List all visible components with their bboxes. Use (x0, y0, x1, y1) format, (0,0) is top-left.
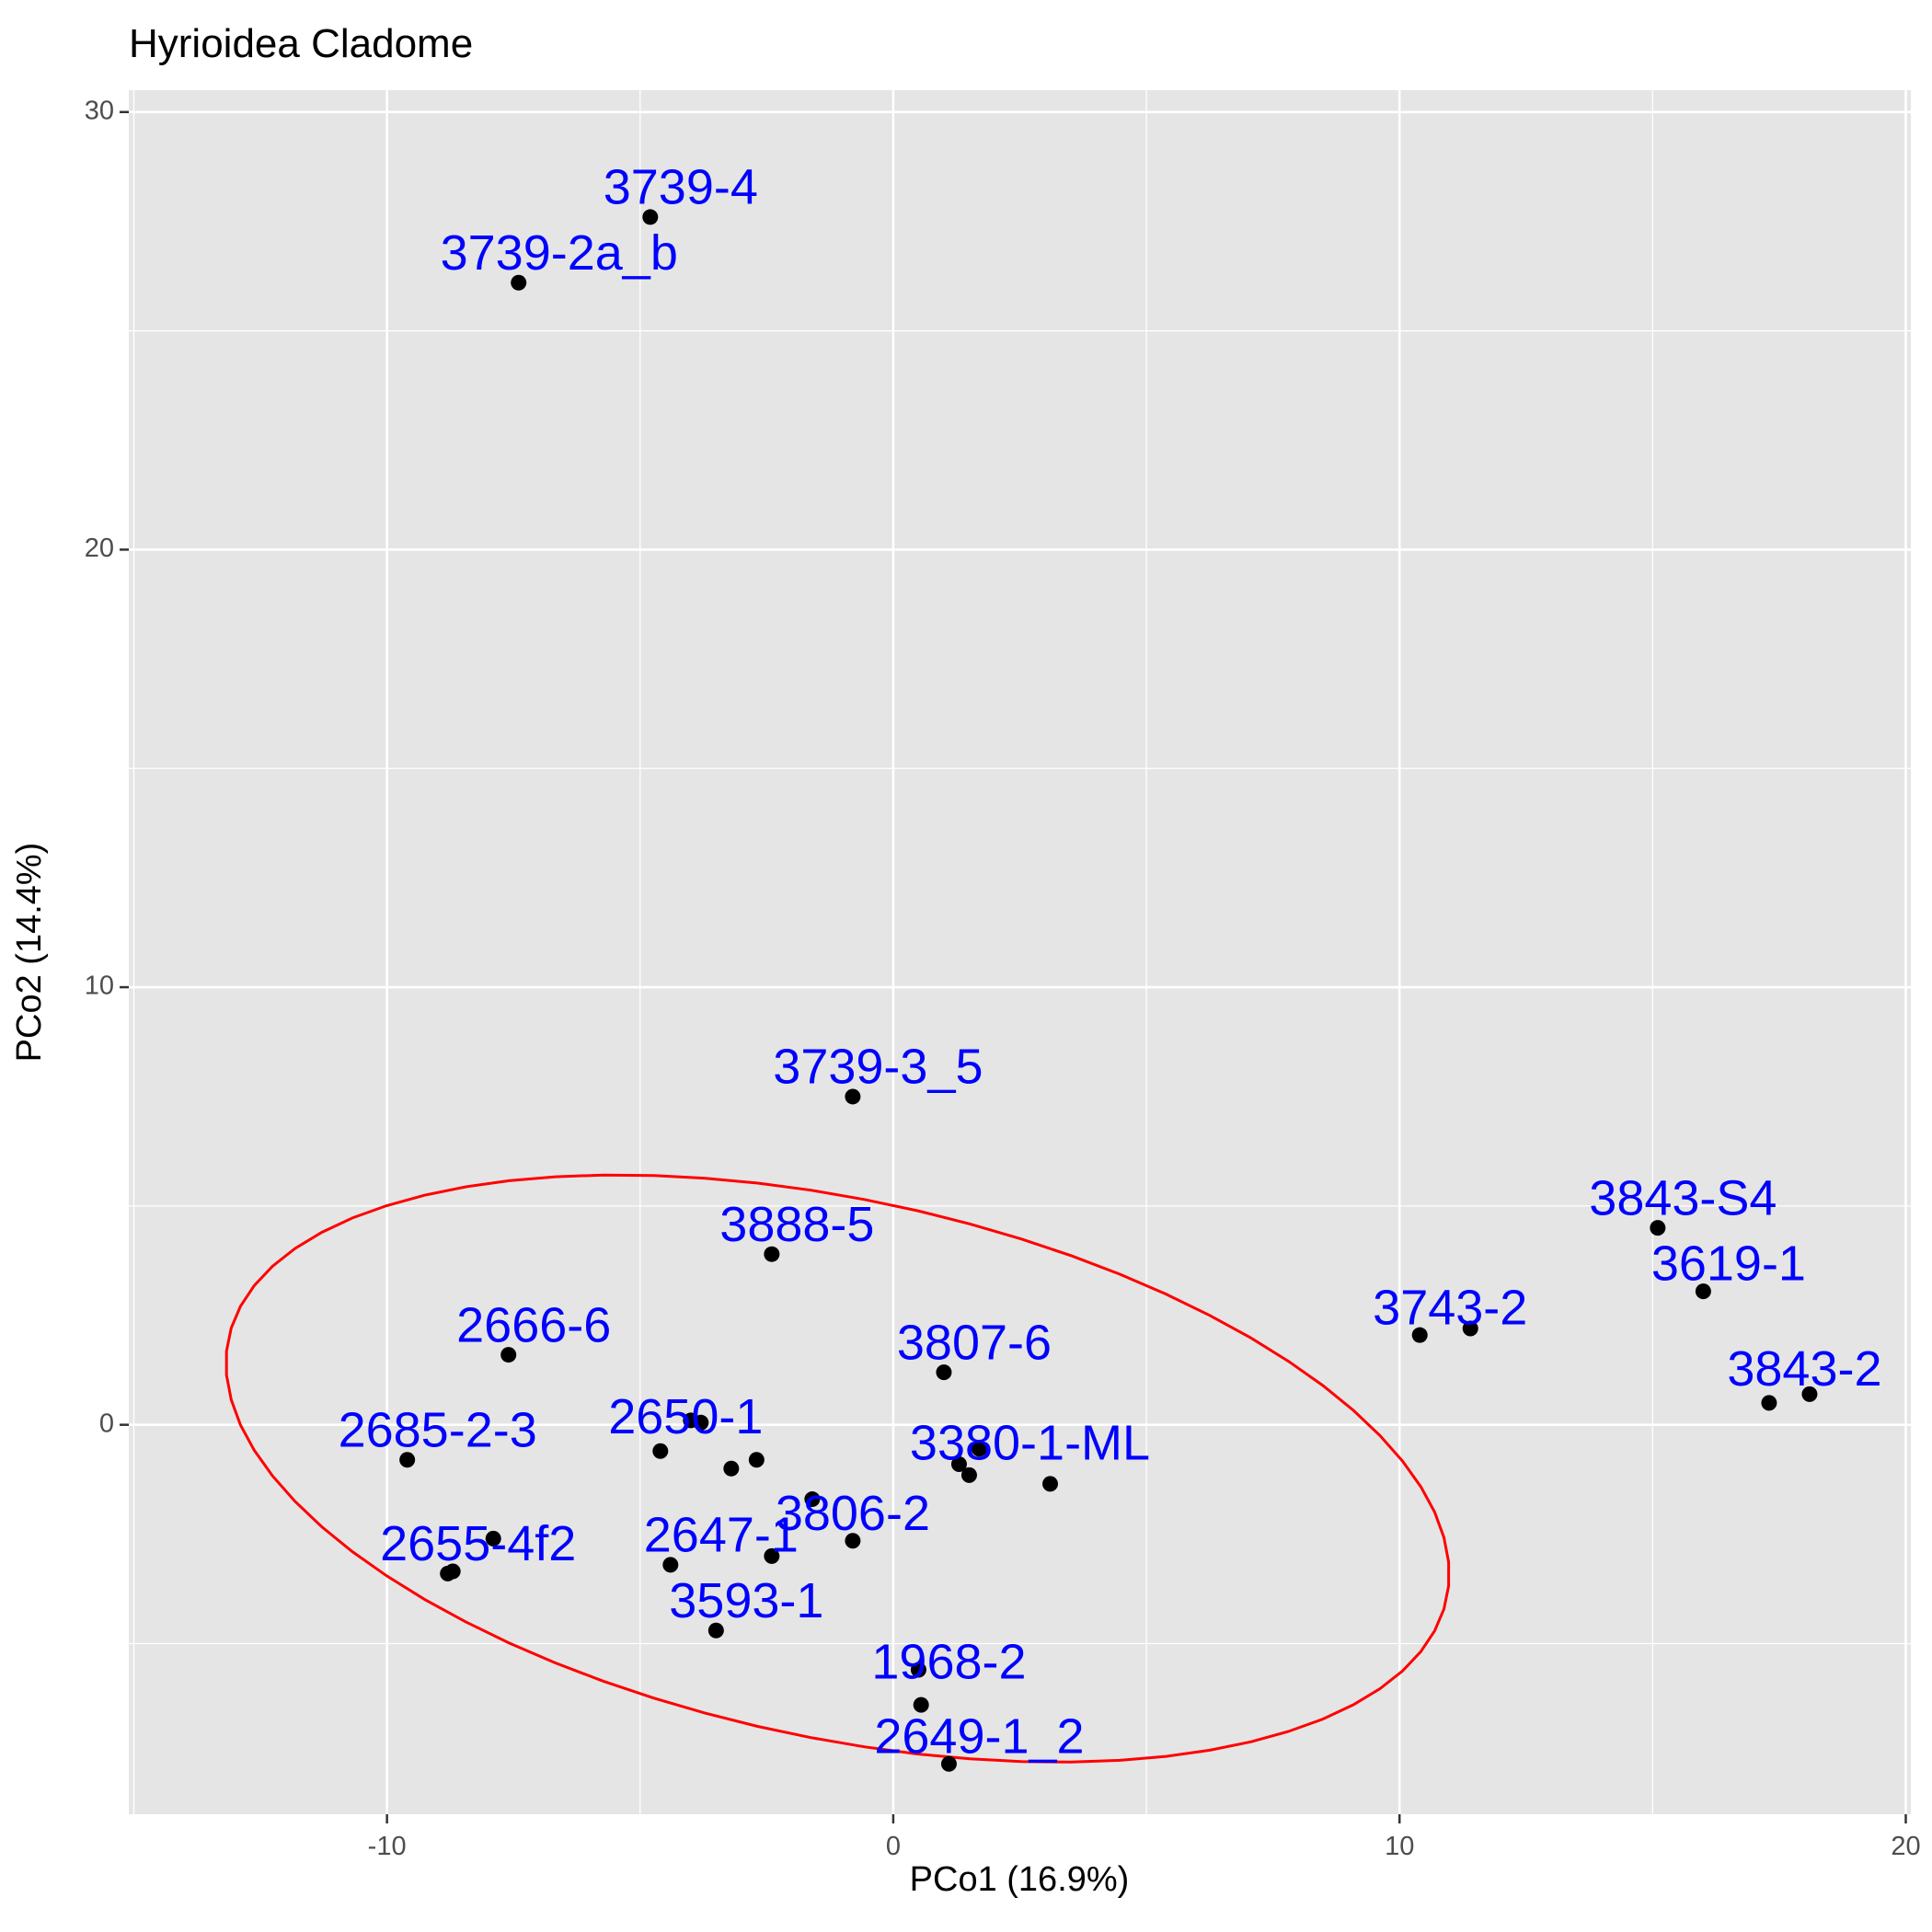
data-point (913, 1696, 929, 1713)
x-axis-title: PCo1 (16.9%) (910, 1860, 1130, 1899)
x-axis-ticks: -10 0 10 20 (368, 1814, 1921, 1861)
data-point (1801, 1386, 1818, 1402)
y-axis-title: PCo2 (14.4%) (10, 843, 49, 1063)
data-point (1042, 1476, 1059, 1492)
point-label: 3619-1 (1651, 1236, 1806, 1292)
data-point (1650, 1220, 1666, 1236)
data-point (764, 1246, 780, 1262)
data-point (485, 1530, 501, 1547)
data-point (1761, 1395, 1777, 1411)
point-label: 2650-1 (608, 1389, 763, 1444)
data-point (1695, 1283, 1711, 1300)
point-label: 3380-1-ML (910, 1416, 1150, 1471)
chart-title: Hyrioidea Cladome (129, 21, 473, 66)
data-point (652, 1443, 669, 1459)
data-point (764, 1547, 780, 1564)
data-point (1462, 1320, 1478, 1337)
point-label: 3806-2 (776, 1486, 930, 1541)
point-label: 3593-1 (669, 1573, 823, 1628)
data-point (804, 1491, 821, 1508)
data-point (845, 1533, 861, 1549)
point-label: 2647-1 (644, 1508, 799, 1563)
data-point (950, 1455, 967, 1472)
data-point (511, 274, 527, 291)
x-tick-label: 10 (1385, 1832, 1414, 1861)
data-point (399, 1452, 416, 1468)
y-tick-label: 30 (85, 96, 114, 125)
point-labels: 3739-4 3739-2a_b 3739-3_5 3888-5 2666-6 3807-… (339, 160, 1882, 1765)
point-label: 2655-4f2 (380, 1516, 576, 1571)
point-label: 3739-2a_b (441, 225, 678, 281)
plot-panel (129, 90, 1911, 1814)
data-point (500, 1347, 517, 1363)
data-point (748, 1452, 765, 1468)
point-label: 2685-2-3 (339, 1402, 537, 1457)
point-label: 2666-6 (456, 1297, 611, 1352)
data-points (399, 209, 1818, 1772)
data-point (940, 1755, 957, 1772)
data-point (936, 1364, 952, 1381)
data-point (910, 1662, 926, 1678)
point-label: 3888-5 (719, 1197, 874, 1252)
data-point (1411, 1327, 1428, 1343)
data-point (845, 1088, 861, 1105)
y-tick-label: 0 (99, 1409, 114, 1438)
data-point (723, 1460, 740, 1477)
data-point (642, 209, 659, 225)
data-point (693, 1414, 709, 1431)
minor-gridlines (129, 90, 1911, 1814)
data-point (444, 1563, 461, 1580)
point-label: 2649-1_2 (874, 1708, 1084, 1764)
confidence-ellipse (224, 1173, 1451, 1764)
point-label: 3743-2 (1373, 1280, 1527, 1335)
data-point (971, 1441, 987, 1457)
point-label: 1968-2 (871, 1635, 1026, 1690)
y-axis-ticks: 0 10 20 30 (85, 96, 129, 1438)
x-tick-label: 0 (886, 1832, 901, 1861)
data-point (662, 1557, 679, 1573)
data-point (707, 1622, 724, 1639)
y-tick-label: 10 (85, 972, 114, 1001)
x-tick-label: -10 (368, 1832, 407, 1861)
x-tick-label: 20 (1891, 1832, 1920, 1861)
point-label: 3843-S4 (1589, 1170, 1777, 1225)
point-label: 3739-3_5 (773, 1040, 983, 1095)
point-label: 3843-2 (1727, 1341, 1881, 1397)
point-label: 3807-6 (897, 1315, 1052, 1370)
y-tick-label: 20 (85, 534, 114, 563)
point-label: 3739-4 (604, 160, 758, 215)
data-point (960, 1466, 977, 1483)
major-gridlines (129, 90, 1911, 1814)
